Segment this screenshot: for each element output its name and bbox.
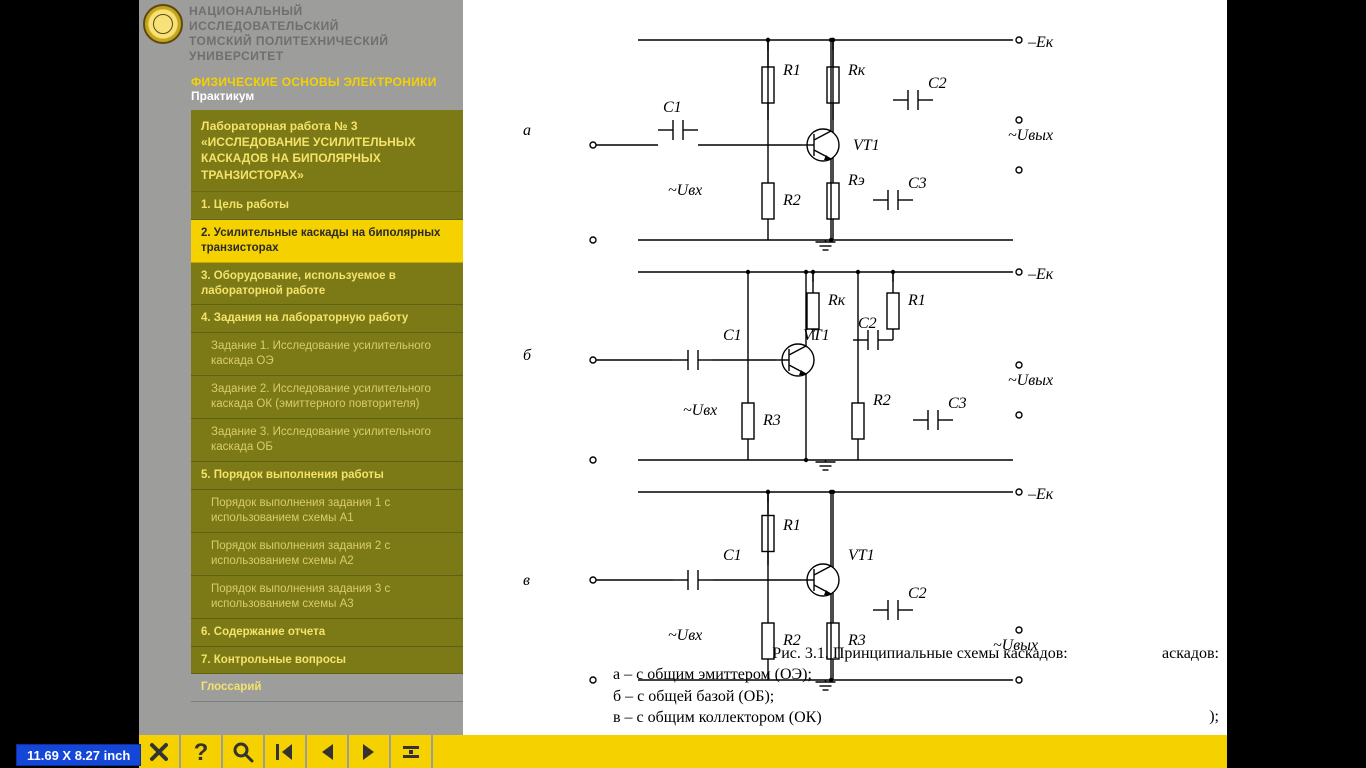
svg-text:~Uвх: ~Uвх — [668, 182, 702, 199]
more-button[interactable] — [391, 735, 433, 768]
svg-text:R2: R2 — [872, 392, 891, 409]
figure-caption: Рис. 3.1. Принципиальные схемы каскадов:… — [463, 643, 1227, 729]
svg-text:VT1: VT1 — [803, 327, 830, 344]
lab-title-box[interactable]: Лабораторная работа № 3 «ИССЛЕДОВАНИЕ УС… — [191, 110, 463, 192]
first-page-icon — [274, 742, 296, 762]
viewer: НАЦИОНАЛЬНЫЙ ИССЛЕДОВАТЕЛЬСКИЙ ТОМСКИЙ П… — [139, 0, 1227, 735]
institution-line3: УНИВЕРСИТЕТ — [189, 49, 455, 64]
svg-text:~Uвых: ~Uвых — [1008, 127, 1053, 144]
nav-item-4[interactable]: 4. Задания на лабораторную работу — [191, 305, 463, 333]
svg-text:C2: C2 — [928, 75, 947, 92]
institution-line2: ТОМСКИЙ ПОЛИТЕХНИЧЕСКИЙ — [189, 34, 455, 49]
svg-text:Rэ: Rэ — [847, 172, 865, 189]
institution-name: НАЦИОНАЛЬНЫЙ ИССЛЕДОВАТЕЛЬСКИЙ ТОМСКИЙ П… — [189, 4, 455, 64]
university-logo-icon — [143, 4, 183, 44]
nav-item-7[interactable]: 7. Контрольные вопросы — [191, 647, 463, 675]
nav-glossary[interactable]: Глоссарий — [191, 674, 463, 702]
nav-item-6[interactable]: 6. Содержание отчета — [191, 619, 463, 647]
search-button[interactable] — [223, 735, 265, 768]
course-header: ФИЗИЧЕСКИЕ ОСНОВЫ ЭЛЕКТРОНИКИ Практикум — [139, 68, 463, 110]
nav-item-5a[interactable]: Порядок выполнения задания 1 с использов… — [191, 490, 463, 533]
svg-text:Rк: Rк — [847, 62, 866, 79]
caption-dup2: ); — [1209, 706, 1219, 728]
svg-text:C1: C1 — [723, 327, 742, 344]
svg-text:C3: C3 — [908, 175, 927, 192]
svg-text:VT1: VT1 — [848, 547, 875, 564]
svg-text:~Uвх: ~Uвх — [683, 402, 717, 419]
sidebar: НАЦИОНАЛЬНЫЙ ИССЛЕДОВАТЕЛЬСКИЙ ТОМСКИЙ П… — [139, 0, 463, 735]
help-icon: ? — [191, 740, 211, 764]
nav-item-4a[interactable]: Задание 1. Исследование усилительного ка… — [191, 333, 463, 376]
course-title: ФИЗИЧЕСКИЕ ОСНОВЫ ЭЛЕКТРОНИКИ — [191, 75, 455, 89]
svg-text:VT1: VT1 — [853, 137, 880, 154]
svg-text:–Eк: –Eк — [1027, 266, 1054, 283]
close-icon — [149, 742, 169, 762]
content-area: –Eк R1 Rк R2 Rэ C1 C2 C3 VT1 а ~Uвх ~Uвых –Eк Rк R1 R3 R… — [463, 0, 1227, 735]
caption-c: в – с общим коллектором (ОК) — [613, 707, 1227, 729]
nav-item-5b[interactable]: Порядок выполнения задания 2 с использов… — [191, 533, 463, 576]
figure-page: –Eк R1 Rк R2 Rэ C1 C2 C3 VT1 а ~Uвх ~Uвых –Eк Rк R1 R3 R… — [463, 0, 1227, 735]
svg-text:C2: C2 — [908, 585, 927, 602]
nav-item-4b[interactable]: Задание 2. Исследование усилительного ка… — [191, 376, 463, 419]
prev-page-icon — [318, 742, 336, 762]
svg-text:в: в — [523, 572, 530, 589]
svg-text:R1: R1 — [782, 62, 801, 79]
nav-item-5c[interactable]: Порядок выполнения задания 3 с использов… — [191, 576, 463, 619]
svg-text:R3: R3 — [762, 412, 781, 429]
next-page-icon — [360, 742, 378, 762]
nav-item-2[interactable]: 2. Усилительные каскады на биполярных тр… — [191, 220, 463, 263]
nav-item-1[interactable]: 1. Цель работы — [191, 192, 463, 220]
help-button[interactable]: ? — [181, 735, 223, 768]
svg-text:C1: C1 — [723, 547, 742, 564]
svg-text:~Uвх: ~Uвх — [668, 627, 702, 644]
svg-text:б: б — [523, 347, 532, 364]
svg-text:R2: R2 — [782, 192, 801, 209]
caption-dup1: аскадов: — [1162, 643, 1219, 665]
svg-text:C2: C2 — [858, 315, 877, 332]
next-page-button[interactable] — [349, 735, 391, 768]
nav: Лабораторная работа № 3 «ИССЛЕДОВАНИЕ УС… — [139, 110, 463, 702]
lab-line4: ТРАНЗИСТОРАХ» — [201, 167, 453, 183]
nav-item-4c[interactable]: Задание 3. Исследование усилительного ка… — [191, 419, 463, 462]
ruler-readout: 11.69 X 8.27 inch — [16, 744, 141, 766]
first-page-button[interactable] — [265, 735, 307, 768]
nav-item-3[interactable]: 3. Оборудование, используемое в лаборато… — [191, 263, 463, 306]
svg-text:Rк: Rк — [827, 292, 846, 309]
svg-text:–Eк: –Eк — [1027, 486, 1054, 503]
nav-item-5[interactable]: 5. Порядок выполнения работы — [191, 462, 463, 490]
svg-text:–Eк: –Eк — [1027, 34, 1054, 51]
more-icon — [400, 742, 422, 762]
search-icon — [232, 741, 254, 763]
bottom-toolbar: ? — [139, 735, 1227, 768]
lab-line2: «ИССЛЕДОВАНИЕ УСИЛИТЕЛЬНЫХ — [201, 134, 453, 150]
svg-text:?: ? — [194, 740, 209, 764]
institution-header: НАЦИОНАЛЬНЫЙ ИССЛЕДОВАТЕЛЬСКИЙ ТОМСКИЙ П… — [139, 0, 463, 68]
svg-text:а: а — [523, 122, 531, 139]
svg-text:C1: C1 — [663, 99, 682, 116]
caption-a: а – с общим эмиттером (ОЭ); — [613, 664, 1227, 686]
svg-text:R1: R1 — [782, 517, 801, 534]
svg-text:~Uвых: ~Uвых — [1008, 372, 1053, 389]
close-button[interactable] — [139, 735, 181, 768]
lab-line1: Лабораторная работа № 3 — [201, 118, 453, 134]
course-subtitle: Практикум — [191, 89, 455, 103]
caption-b: б – с общей базой (ОБ); — [613, 686, 1227, 708]
svg-text:C3: C3 — [948, 395, 967, 412]
lab-line3: КАСКАДОВ НА БИПОЛЯРНЫХ — [201, 150, 453, 166]
prev-page-button[interactable] — [307, 735, 349, 768]
caption-title: Рис. 3.1. Принципиальные схемы каскадов: — [613, 643, 1227, 665]
svg-text:R1: R1 — [907, 292, 926, 309]
institution-line1: НАЦИОНАЛЬНЫЙ ИССЛЕДОВАТЕЛЬСКИЙ — [189, 4, 455, 34]
circuit-figure: –Eк R1 Rк R2 Rэ C1 C2 C3 VT1 а ~Uвх ~Uвых –Eк Rк R1 R3 R… — [463, 0, 1227, 735]
